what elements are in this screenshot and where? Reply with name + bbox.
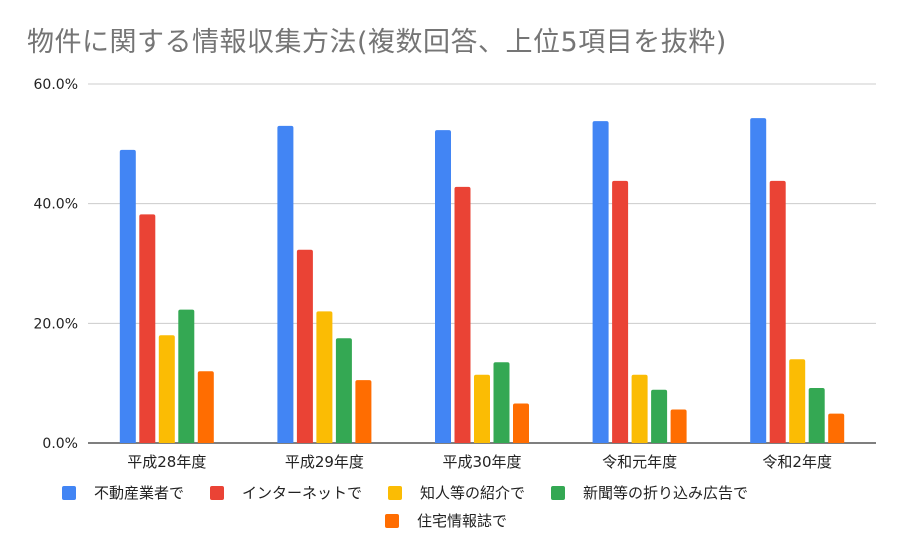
bar xyxy=(139,214,156,443)
y-tick-label: 60.0% xyxy=(34,77,78,93)
bar xyxy=(178,309,195,443)
bar xyxy=(592,121,609,443)
legend-item-newspaper[interactable]: 新聞等の折り込み広告で xyxy=(551,482,748,503)
bar xyxy=(474,374,490,443)
legend-swatch xyxy=(385,513,399,528)
legend-item-internet[interactable]: インターネットで xyxy=(210,482,362,503)
bar xyxy=(296,249,313,443)
x-tick-label: 令和元年度 xyxy=(602,453,677,470)
legend-swatch xyxy=(551,485,566,500)
bar-chart: 0.0% 20.0% 40.0% 60.0% 平成28年度 平成29年度 平成30年度 令和元… xyxy=(34,77,876,470)
legend-label: 不動産業者で xyxy=(94,484,185,502)
bar xyxy=(769,180,786,443)
bar xyxy=(197,371,214,443)
legend-label: 新聞等の折り込み広告で xyxy=(583,484,749,502)
bar xyxy=(435,130,451,444)
bar xyxy=(789,359,806,443)
x-tick-label: 令和2年度 xyxy=(762,453,832,470)
bar xyxy=(493,362,510,443)
bar xyxy=(277,125,294,443)
y-tick-label: 0.0% xyxy=(42,436,78,452)
bar xyxy=(828,413,845,443)
y-tick-label: 40.0% xyxy=(34,197,78,213)
legend-row: 住宅情報誌で xyxy=(385,510,533,531)
bar xyxy=(335,338,352,443)
bar xyxy=(316,311,333,443)
legend-swatch xyxy=(210,485,225,500)
chart-title: 物件に関する情報収集方法(複数回答、上位5項目を抜粋) xyxy=(27,27,727,58)
bar xyxy=(158,335,175,443)
legend-swatch xyxy=(388,485,403,500)
bar xyxy=(750,118,767,443)
legend-label: 住宅情報誌で xyxy=(417,512,508,530)
legend-item-referral[interactable]: 知人等の紹介で xyxy=(388,482,525,503)
legend-item-realestate[interactable]: 不動産業者で xyxy=(62,482,184,503)
bar xyxy=(612,180,629,443)
legend-item-magazine[interactable]: 住宅情報誌で xyxy=(385,510,507,531)
bar xyxy=(651,389,668,443)
bar xyxy=(355,380,372,443)
legend-label: 知人等の紹介で xyxy=(420,484,526,502)
bar xyxy=(119,149,136,444)
bar xyxy=(631,374,648,443)
bar xyxy=(513,403,529,443)
x-tick-label: 平成28年度 xyxy=(127,453,206,470)
bar xyxy=(808,387,825,443)
bar xyxy=(454,186,471,443)
bar xyxy=(670,409,687,443)
legend-row: 不動産業者で インターネットで 知人等の紹介で 新聞等の折り込み広告で xyxy=(62,482,774,503)
x-tick-label: 平成30年度 xyxy=(442,453,521,470)
legend-swatch xyxy=(62,485,76,500)
y-tick-label: 20.0% xyxy=(34,316,78,332)
legend-label: インターネットで xyxy=(242,484,363,502)
x-tick-label: 平成29年度 xyxy=(285,453,364,470)
